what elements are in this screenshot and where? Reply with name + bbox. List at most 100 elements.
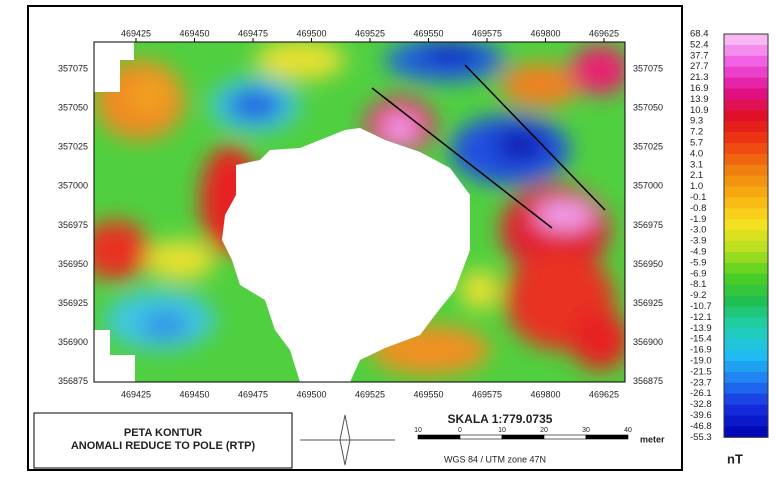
legend-label: -12.1 bbox=[690, 312, 712, 323]
legend-swatch bbox=[724, 143, 768, 154]
x-tick-label: 469550 bbox=[413, 28, 443, 38]
legend-swatch bbox=[724, 121, 768, 132]
legend-label: -32.8 bbox=[690, 399, 712, 410]
scale-segment bbox=[502, 435, 544, 439]
y-tick-label: 356875 bbox=[58, 376, 88, 386]
scale-title: SKALA 1:779.0735 bbox=[448, 412, 553, 426]
legend-label: 2.1 bbox=[690, 170, 703, 181]
scale-segment bbox=[418, 435, 460, 439]
legend-label: -3.9 bbox=[690, 236, 706, 247]
legend-label: -15.4 bbox=[690, 334, 712, 345]
scale-tick: 20 bbox=[540, 427, 548, 434]
legend-label: 16.9 bbox=[690, 83, 709, 94]
legend-swatch bbox=[724, 263, 768, 274]
legend-label: 68.4 bbox=[690, 29, 709, 40]
x-tick-label: 469475 bbox=[238, 389, 268, 399]
legend-swatch bbox=[724, 252, 768, 263]
y-tick-label: 356950 bbox=[633, 259, 663, 269]
y-tick-label: 356875 bbox=[633, 376, 663, 386]
legend-label: -16.9 bbox=[690, 345, 712, 356]
legend-label: -6.9 bbox=[690, 268, 706, 279]
legend-label: -0.1 bbox=[690, 192, 706, 203]
x-tick-label: 469425 bbox=[121, 389, 151, 399]
legend-swatch bbox=[724, 394, 768, 405]
legend-label: -9.2 bbox=[690, 290, 706, 301]
legend-label: -46.8 bbox=[690, 421, 712, 432]
x-tick-label: 469525 bbox=[355, 389, 385, 399]
legend-swatch bbox=[724, 110, 768, 121]
legend-swatch bbox=[724, 34, 768, 45]
x-tick-label: 469425 bbox=[121, 28, 151, 38]
y-tick-label: 357050 bbox=[58, 102, 88, 112]
legend-swatch bbox=[724, 274, 768, 285]
x-tick-label: 469625 bbox=[589, 28, 619, 38]
y-tick-label: 357025 bbox=[633, 142, 663, 152]
scale-tick: 10 bbox=[498, 427, 506, 434]
legend-swatch bbox=[724, 165, 768, 176]
legend-label: -4.9 bbox=[690, 247, 706, 258]
legend-label: 9.3 bbox=[690, 116, 703, 127]
legend-swatch bbox=[724, 45, 768, 56]
y-tick-label: 357075 bbox=[58, 63, 88, 73]
legend-swatch bbox=[724, 187, 768, 198]
legend-label: -8.1 bbox=[690, 279, 706, 290]
x-tick-label: 469500 bbox=[296, 389, 326, 399]
legend-swatch bbox=[724, 176, 768, 187]
legend-swatch bbox=[724, 219, 768, 230]
legend-swatch bbox=[724, 361, 768, 372]
x-tick-label: 469625 bbox=[589, 389, 619, 399]
scale-segment bbox=[460, 435, 502, 439]
legend-swatch bbox=[724, 132, 768, 143]
legend-swatch bbox=[724, 350, 768, 361]
y-tick-label: 357000 bbox=[58, 181, 88, 191]
legend-label: -13.9 bbox=[690, 323, 712, 334]
legend-label: -0.8 bbox=[690, 203, 706, 214]
legend-label: -19.0 bbox=[690, 356, 712, 367]
x-tick-label: 469800 bbox=[530, 28, 560, 38]
legend-label: 13.9 bbox=[690, 94, 709, 105]
legend-label: -3.0 bbox=[690, 225, 706, 236]
legend-label: -1.9 bbox=[690, 214, 706, 225]
legend-label: -10.7 bbox=[690, 301, 712, 312]
legend-swatch bbox=[724, 56, 768, 67]
title-line: ANOMALI REDUCE TO POLE (RTP) bbox=[71, 440, 256, 452]
legend-label: 21.3 bbox=[690, 72, 709, 83]
legend-swatch bbox=[724, 307, 768, 318]
scale-tick: 0 bbox=[458, 427, 462, 434]
legend-label: 27.7 bbox=[690, 61, 709, 72]
legend-swatch bbox=[724, 241, 768, 252]
y-tick-label: 357050 bbox=[633, 102, 663, 112]
legend-label: -55.3 bbox=[690, 432, 712, 443]
y-tick-label: 356950 bbox=[58, 259, 88, 269]
legend-swatch bbox=[724, 99, 768, 110]
x-tick-label: 469550 bbox=[413, 389, 443, 399]
legend-swatch bbox=[724, 426, 768, 437]
legend-label: -39.6 bbox=[690, 410, 712, 421]
legend-label: 10.9 bbox=[690, 105, 709, 116]
contour-map bbox=[80, 38, 630, 382]
legend-label: -26.1 bbox=[690, 388, 712, 399]
x-tick-label: 469500 bbox=[296, 28, 326, 38]
legend-label: -5.9 bbox=[690, 257, 706, 268]
y-tick-label: 356900 bbox=[633, 337, 663, 347]
y-tick-label: 357075 bbox=[633, 63, 663, 73]
legend-label: 3.1 bbox=[690, 159, 703, 170]
legend-swatch bbox=[724, 208, 768, 219]
x-tick-label: 469575 bbox=[472, 389, 502, 399]
legend-label: 5.7 bbox=[690, 138, 703, 149]
scale-tick: 10 bbox=[414, 427, 422, 434]
y-tick-label: 356925 bbox=[633, 298, 663, 308]
legend-swatch bbox=[724, 296, 768, 307]
y-tick-label: 357000 bbox=[633, 181, 663, 191]
legend-label: -23.7 bbox=[690, 377, 712, 388]
y-tick-label: 356975 bbox=[58, 220, 88, 230]
x-tick-label: 469525 bbox=[355, 28, 385, 38]
legend-swatch bbox=[724, 339, 768, 350]
x-tick-label: 469575 bbox=[472, 28, 502, 38]
legend-swatch bbox=[724, 67, 768, 78]
y-tick-label: 356925 bbox=[58, 298, 88, 308]
legend-swatch bbox=[724, 198, 768, 209]
legend-swatch bbox=[724, 230, 768, 241]
legend-label: -21.5 bbox=[690, 366, 712, 377]
y-tick-label: 357025 bbox=[58, 142, 88, 152]
